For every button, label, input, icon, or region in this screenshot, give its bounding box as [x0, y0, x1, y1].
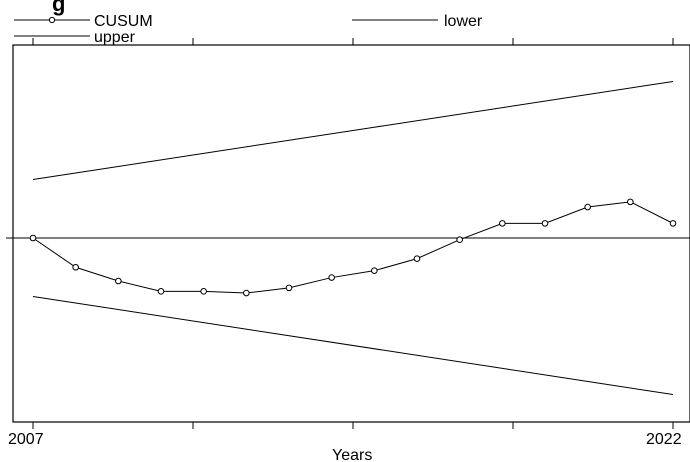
- data-point-cusum-2017: [456, 236, 463, 244]
- x-axis-title: Years: [332, 447, 372, 462]
- data-point-cusum-2008: [72, 263, 79, 271]
- series-line-lower: [32, 295, 674, 396]
- data-point-cusum-2015: [371, 267, 378, 274]
- legend-label-upper: upper: [94, 29, 136, 46]
- data-point-cusum-2010: [157, 288, 165, 295]
- legend-marker-cusum: [48, 16, 56, 24]
- data-point-cusum-2019: [541, 220, 549, 227]
- x-ticks: [32, 38, 674, 429]
- data-point-cusum-2013: [285, 284, 293, 292]
- x-tick-label-last: 2022: [646, 431, 682, 448]
- plot-layer: [13, 80, 690, 396]
- data-point-cusum-2007: [29, 234, 37, 242]
- plot-frame: [12, 44, 690, 423]
- series-line-cusum: [32, 201, 674, 294]
- series-line-upper: [32, 80, 674, 181]
- data-point-cusum-2021: [627, 198, 634, 206]
- data-point-cusum-2009: [115, 277, 122, 285]
- legend-label-cusum: CUSUM: [94, 13, 153, 30]
- data-point-cusum-2011: [200, 288, 207, 295]
- data-point-cusum-2018: [499, 220, 506, 227]
- legend-label-lower: lower: [444, 13, 483, 30]
- data-point-cusum-2014: [328, 274, 335, 281]
- data-point-cusum-2016: [413, 255, 421, 262]
- data-point-cusum-2012: [243, 289, 250, 297]
- data-point-cusum-2020: [584, 203, 591, 211]
- legend: CUSUM lower upper: [14, 13, 483, 46]
- data-point-cusum-2022: [669, 220, 677, 227]
- title-fragment: g: [52, 0, 65, 16]
- x-tick-label-first: 2007: [8, 431, 44, 448]
